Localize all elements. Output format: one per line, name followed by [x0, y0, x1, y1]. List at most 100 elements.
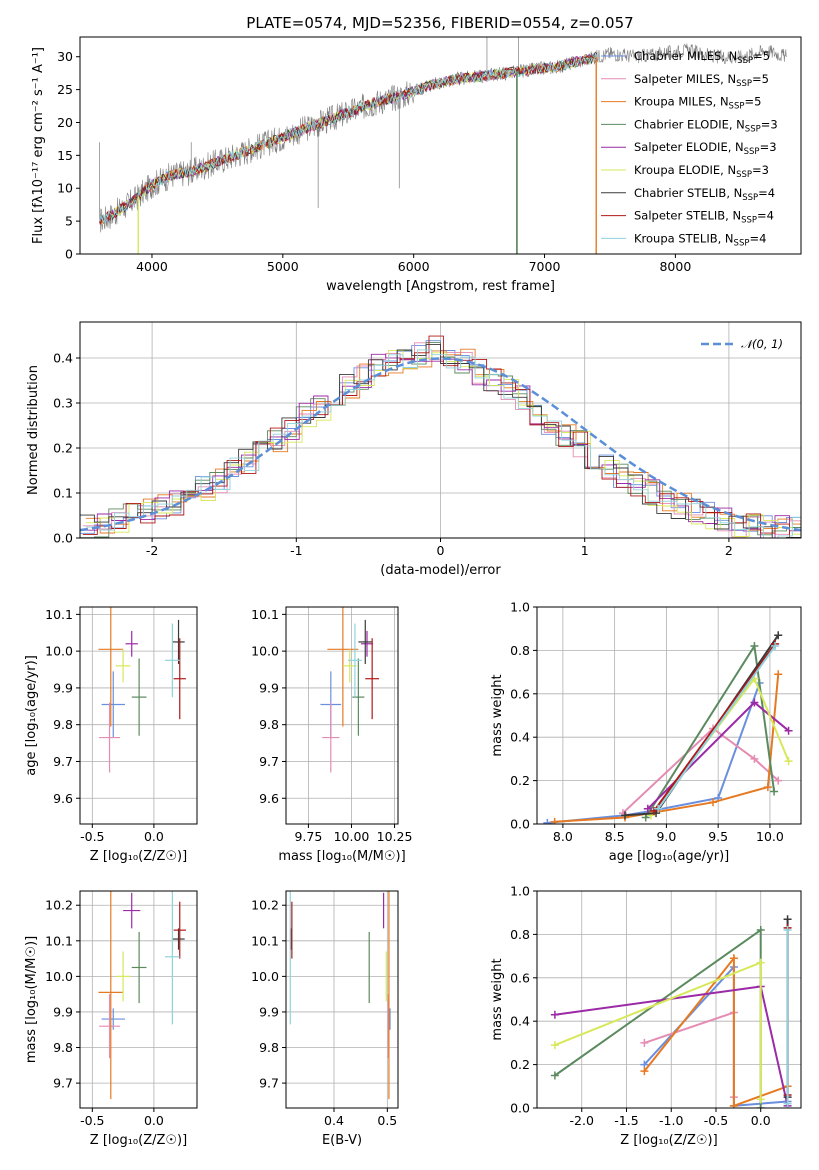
model-spectrum-line	[99, 51, 598, 224]
y-tick-label: 9.8	[259, 1040, 279, 1055]
x-tick-label: -2.0	[570, 1113, 594, 1128]
x-axis-label: age [log₁₀(age/yr)]	[609, 849, 730, 864]
panel-spectrum: 4000 5000 6000 7000 8000 0 5 10 15 20 25 30 waveleng…	[31, 36, 802, 294]
y-tick-label: 30	[57, 49, 73, 64]
x-tick-label: 5000	[267, 259, 299, 274]
mass-weight-marker	[756, 1095, 765, 1104]
x-tick-label: 6000	[398, 259, 430, 274]
axes-frame	[79, 36, 802, 255]
mass-weight-marker	[770, 787, 779, 796]
x-tick-label: 9.0	[656, 829, 676, 844]
mass-weight-marker	[550, 1010, 559, 1019]
plot-area	[80, 335, 801, 538]
x-axis-label: mass [log₁₀(M/M☉)]	[278, 849, 405, 864]
mass-weight-marker	[640, 1067, 649, 1076]
mass-weight-marker	[756, 926, 765, 935]
y-axis-label: Normed distribution	[26, 365, 41, 495]
y-tick-label: 9.7	[53, 1076, 73, 1091]
plot-area	[99, 37, 787, 254]
y-tick-label: 15	[57, 148, 73, 163]
y-tick-label: 0.3	[53, 396, 73, 411]
x-axis-label: wavelength [Angstrom, rest frame]	[326, 279, 555, 294]
mass-weight-marker	[774, 670, 783, 679]
legend-label: Salpeter ELODIE, NSSP=3	[634, 140, 777, 157]
y-tick-label: 0.6	[510, 970, 530, 985]
axes-frame	[285, 606, 399, 825]
mass-weight-marker	[750, 642, 759, 651]
x-tick-label: -0.5	[80, 829, 104, 844]
x-tick-label: 0	[437, 543, 445, 558]
axes-frame	[536, 890, 802, 1109]
y-tick-label: 1.0	[510, 600, 530, 615]
x-axis-label: Z [log₁₀(Z/Z☉)]	[620, 1133, 717, 1148]
y-tick-label: 9.8	[53, 717, 73, 732]
chart-title: PLATE=0574, MJD=52356, FIBERID=0554, z=0…	[246, 14, 633, 32]
y-axis-label: mass [log₁₀(M/M☉)]	[24, 936, 39, 1063]
axes-frame	[536, 606, 802, 825]
x-tick-label: 8.5	[605, 829, 625, 844]
residual-histogram	[85, 349, 801, 537]
residual-histogram	[82, 335, 801, 538]
plot-area	[289, 891, 391, 1100]
x-tick-label: 10.0	[756, 829, 784, 844]
y-tick-label: 0.2	[510, 1057, 530, 1072]
mass-weight-marker	[643, 804, 652, 813]
mass-weight-marker	[654, 804, 663, 813]
x-tick-label: 8000	[659, 259, 691, 274]
mass-weight-marker	[729, 1101, 738, 1108]
y-tick-label: 9.6	[259, 791, 279, 806]
y-tick-label: 9.9	[53, 680, 73, 695]
mass-weight-marker	[550, 1041, 559, 1050]
y-tick-label: 0.0	[510, 1101, 530, 1116]
legend-label: Kroupa ELODIE, NSSP=3	[634, 163, 769, 180]
mass-weight-marker	[783, 1099, 792, 1108]
x-tick-label: 0.0	[144, 829, 164, 844]
y-tick-label: 10.0	[251, 969, 279, 984]
y-axis-label: mass weight	[490, 674, 505, 756]
mass-weight-marker	[543, 818, 552, 824]
axes-frame	[79, 606, 198, 825]
y-tick-label: 0.1	[53, 486, 73, 501]
panel-age_vs_Z: -0.5 0.0 9.6 9.7 9.8 9.9 10.0 10.1 Z [log₁₀(Z/Z☉…	[24, 606, 198, 864]
y-tick-label: 10.1	[251, 933, 279, 948]
model-spectrum-line	[99, 54, 598, 225]
y-tick-label: 0.2	[510, 773, 530, 788]
y-tick-label: 10.0	[251, 644, 279, 659]
y-tick-label: 9.7	[259, 1076, 279, 1091]
y-tick-label: 10.0	[45, 969, 73, 984]
x-tick-label: -1.0	[659, 1113, 683, 1128]
mass-weight-marker	[756, 1104, 765, 1108]
x-axis-label: Z [log₁₀(Z/Z☉)]	[90, 849, 187, 864]
residual-histogram	[85, 349, 801, 538]
y-tick-label: 9.7	[259, 754, 279, 769]
legend-label: Chabrier ELODIE, NSSP=3	[634, 117, 778, 134]
mass-weight-line	[554, 928, 762, 1108]
mass-weight-marker	[750, 698, 759, 707]
model-spectrum-line	[99, 55, 598, 226]
y-tick-label: 10.1	[251, 607, 279, 622]
gaussian-curve	[80, 357, 801, 532]
x-tick-label: 1	[581, 543, 589, 558]
x-tick-label: 10.00	[334, 829, 370, 844]
mass-weight-marker	[774, 776, 783, 785]
mass-weight-marker	[750, 754, 759, 763]
mass-weight-marker	[621, 811, 629, 820]
y-tick-label: 0.2	[53, 441, 73, 456]
legend-label: Chabrier MILES, NSSP=5	[634, 49, 770, 66]
y-tick-label: 9.8	[259, 717, 279, 732]
legend-label: Salpeter STELIB, NSSP=4	[634, 209, 774, 226]
y-tick-label: 9.7	[53, 754, 73, 769]
mass-weight-line	[653, 643, 776, 812]
y-tick-label: 25	[57, 82, 73, 97]
residual-histogram	[82, 353, 801, 538]
x-tick-label: -1.5	[614, 1113, 638, 1128]
x-tick-label: 0.4	[324, 1113, 344, 1128]
y-tick-label: 0.8	[510, 927, 530, 942]
residual-histogram	[82, 342, 801, 538]
y-tick-label: 10.2	[45, 898, 73, 913]
x-tick-label: 10.25	[377, 829, 413, 844]
plot-area	[320, 607, 380, 773]
y-tick-label: 9.9	[53, 1004, 73, 1019]
mass-weight-marker	[649, 806, 658, 815]
panel-mw_vs_age: 8.0 8.5 9.0 9.5 10.0 0.0 0.2 0.4 0.6 0.8 1.0 age [l…	[490, 600, 802, 864]
